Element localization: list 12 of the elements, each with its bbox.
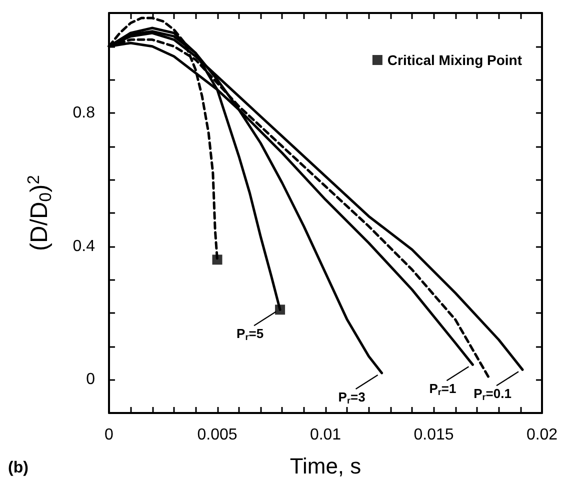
x-tick-label: 0	[104, 426, 114, 444]
x-tick-label: 0.015	[414, 426, 454, 444]
text: (b)	[8, 460, 28, 476]
y-axis-title: (D/D0)2	[24, 175, 55, 251]
x-axis-title: Time, s	[290, 454, 362, 478]
x-tick-label: 0.005	[197, 426, 238, 444]
y-tick-label: 0	[86, 371, 96, 388]
y-tick-label: 0.8	[72, 104, 96, 122]
x-tick-label: 0.02	[526, 426, 558, 444]
y-tick-label: 0.4	[72, 238, 96, 255]
x-tick-label: 0.01	[310, 426, 342, 444]
legend-label: Critical Mixing Point	[387, 52, 522, 68]
